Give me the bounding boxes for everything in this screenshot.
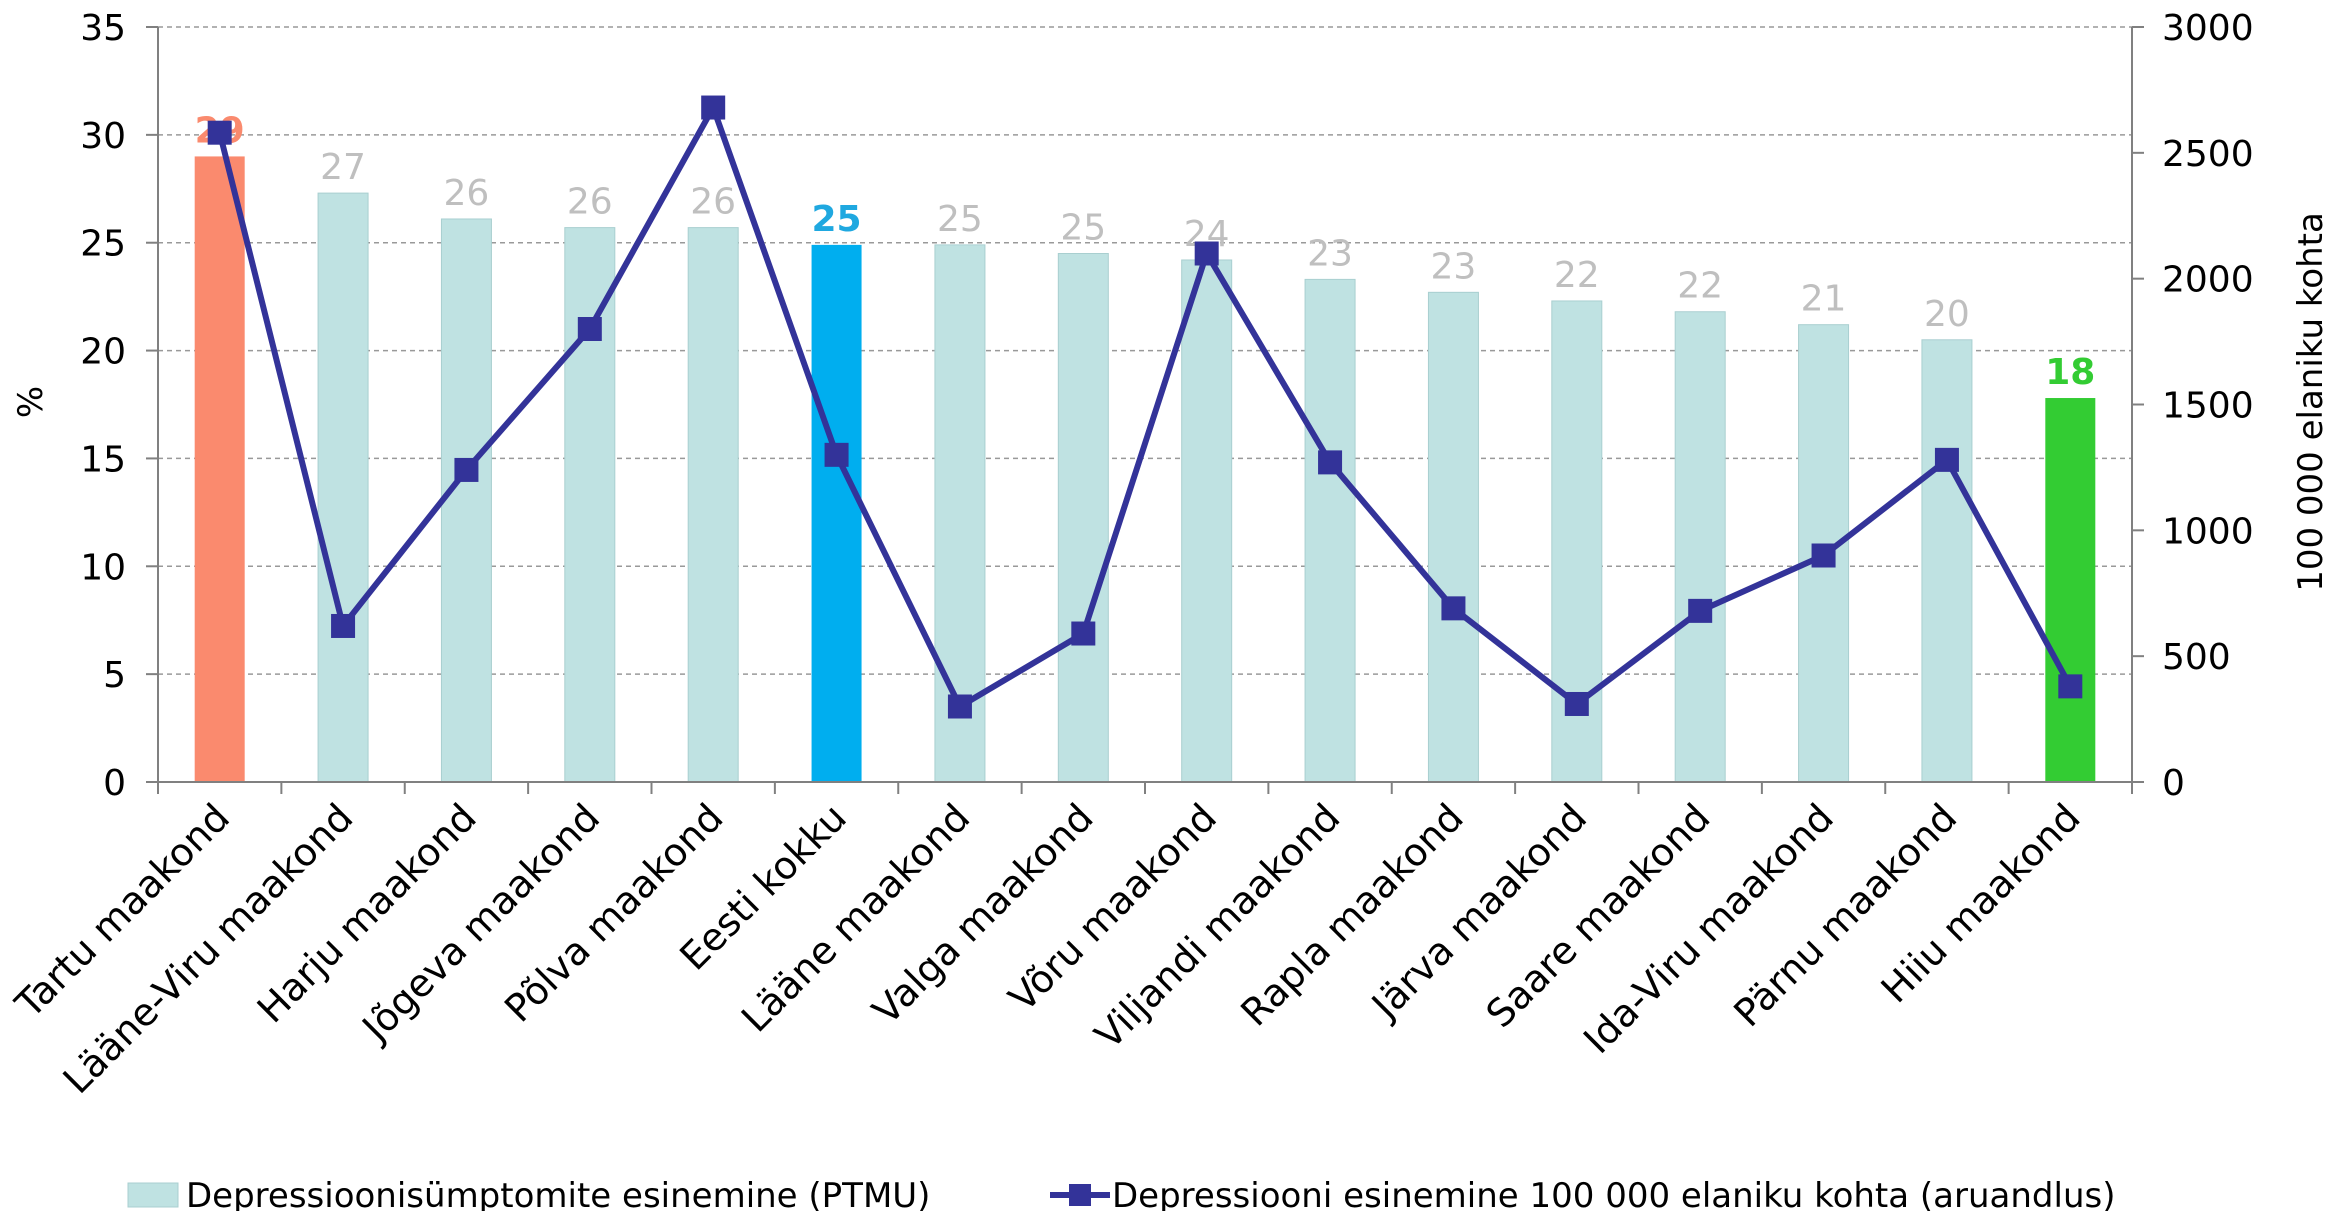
legend-bar-label: Depressioonisümptomite esinemine (PTMU)	[186, 1176, 930, 1211]
y-axis-right-title: 100 000 elaniku kohta	[2291, 212, 2331, 592]
y-left-tick-label: 20	[80, 332, 126, 373]
category-label: Rapla maakond	[1232, 795, 1471, 1034]
y-left-tick-label: 5	[103, 655, 126, 696]
bar-data-label: 26	[690, 182, 736, 223]
line-marker	[577, 317, 602, 341]
bar	[934, 244, 986, 783]
line-marker	[947, 694, 972, 719]
bar	[1674, 311, 1726, 783]
line-marker	[1441, 596, 1466, 621]
category-label: Järva maakond	[1362, 795, 1595, 1028]
category-label: Tartu maakond	[6, 795, 238, 1027]
bar-data-label: 27	[320, 147, 366, 188]
line-series	[207, 95, 2083, 719]
bar-data-label: 25	[812, 199, 862, 240]
bar	[1921, 339, 1973, 783]
y-right-tick-label: 2000	[2162, 260, 2254, 301]
category-label: Saare maakond	[1478, 795, 1719, 1036]
bar-data-label: 25	[1060, 208, 1106, 249]
category-label: Põlva maakond	[496, 795, 731, 1030]
bar-data-label: 26	[444, 173, 490, 214]
line-marker	[1194, 241, 1219, 266]
bar-data-label: 20	[1924, 294, 1970, 335]
y-left-tick-label: 35	[80, 8, 126, 49]
y-left-tick-label: 25	[80, 224, 126, 265]
bar	[564, 227, 616, 783]
y-right-tick-label: 1500	[2162, 386, 2254, 427]
bar	[687, 227, 739, 783]
bar	[2045, 398, 2096, 782]
line-path	[216, 104, 2073, 710]
y-axis-left-title: %	[11, 386, 51, 418]
axes: 0 5 10 15 20 25 30 35 0 500 1000 1500 2000 2500 3000	[80, 8, 2253, 804]
legend-line-label: Depressiooni esinemine 100 000 elaniku k…	[1112, 1176, 2115, 1211]
bar-data-label: 22	[1554, 255, 1600, 296]
line-marker	[1934, 447, 1959, 472]
bar-data-label: 18	[2045, 352, 2095, 393]
bar	[317, 192, 369, 783]
bar	[1057, 253, 1109, 783]
line-marker	[331, 613, 356, 638]
bar-data-labels: 29272626262525252423232222212018	[195, 110, 2096, 393]
bar-data-label: 23	[1431, 246, 1477, 287]
category-label: Valga maakond	[864, 795, 1102, 1033]
line-marker	[824, 442, 849, 467]
bar	[1181, 259, 1233, 783]
bar-data-label: 25	[937, 199, 983, 240]
bar-data-label: 26	[567, 182, 613, 223]
y-right-tick-label: 0	[2162, 763, 2185, 804]
y-left-tick-label: 0	[103, 763, 126, 804]
category-label: Võru maakond	[1000, 795, 1225, 1020]
bar	[1304, 278, 1356, 783]
y-right-tick-label: 500	[2162, 637, 2231, 678]
line-marker	[1318, 450, 1343, 475]
line-marker	[1564, 691, 1589, 716]
bar-data-label: 22	[1677, 266, 1723, 307]
y-right-tick-label: 1000	[2162, 511, 2254, 552]
bar	[194, 156, 245, 782]
y-left-tick-label: 15	[80, 439, 126, 480]
bar-data-label: 23	[1307, 233, 1353, 274]
legend-line-marker	[1069, 1184, 1091, 1206]
y-left-tick-label: 10	[80, 547, 126, 588]
y-right-tick-label: 2500	[2162, 134, 2254, 175]
line-marker	[454, 457, 479, 482]
legend: Depressioonisümptomite esinemine (PTMU) …	[127, 1176, 2115, 1211]
bar-series	[194, 156, 2096, 783]
line-marker	[1071, 621, 1096, 646]
line-marker	[1811, 543, 1836, 568]
y-right-tick-label: 3000	[2162, 8, 2254, 49]
category-label: Lääne maakond	[733, 795, 978, 1040]
bar	[811, 244, 862, 782]
line-marker	[701, 95, 726, 120]
bar-data-label: 21	[1801, 279, 1847, 320]
line-marker	[1688, 598, 1713, 623]
category-label: Pärnu maakond	[1725, 795, 1965, 1035]
legend-bar-swatch	[127, 1182, 179, 1208]
y-left-tick-label: 30	[80, 116, 126, 157]
bar	[1427, 291, 1479, 783]
line-marker	[2058, 674, 2083, 699]
category-label: Harju maakond	[249, 795, 485, 1031]
category-label: Jõgeva maakond	[353, 795, 609, 1051]
line-marker	[207, 120, 232, 145]
bar	[440, 218, 492, 783]
